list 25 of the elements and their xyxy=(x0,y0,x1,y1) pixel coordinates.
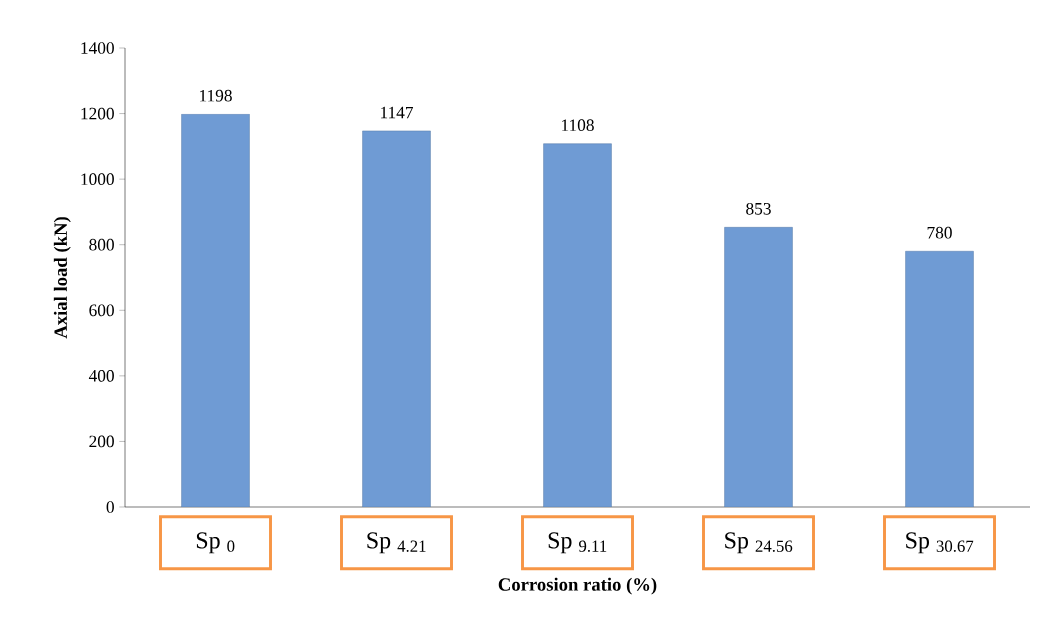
y-tick-label: 1200 xyxy=(81,107,114,120)
x-tick-label: Sp $_{30.67}$ xyxy=(906,532,974,554)
y-tick-label: 800 xyxy=(89,238,114,251)
data-label: 1108 xyxy=(562,119,594,132)
bar xyxy=(181,113,250,507)
data-label: 853 xyxy=(746,202,771,215)
y-axis-title: Axial load (kN) xyxy=(53,217,71,339)
data-label: 1198 xyxy=(200,89,232,102)
y-tick-label: 600 xyxy=(89,304,114,317)
y-tick-label: 1000 xyxy=(81,173,114,185)
x-tick-label: Sp $_{24.56}$ xyxy=(725,532,793,554)
bar xyxy=(362,130,431,507)
x-tick-label: Sp $_{0}$ xyxy=(196,532,235,554)
x-tick-label: Sp $_{4.21}$ xyxy=(367,532,426,554)
y-tick-label: 200 xyxy=(89,435,114,448)
y-tick-label: 1400 xyxy=(81,42,114,54)
data-label: 780 xyxy=(927,226,952,239)
bar xyxy=(905,251,974,507)
x-tick-label: Sp $_{9.11}$ xyxy=(548,532,607,554)
y-tick-label: 0 xyxy=(106,501,114,513)
data-label: 1147 xyxy=(381,106,414,119)
bar xyxy=(543,143,612,507)
bar xyxy=(724,227,793,507)
x-axis-title: Corrosion ratio (%) xyxy=(498,577,657,595)
y-tick-label: 400 xyxy=(88,370,114,382)
